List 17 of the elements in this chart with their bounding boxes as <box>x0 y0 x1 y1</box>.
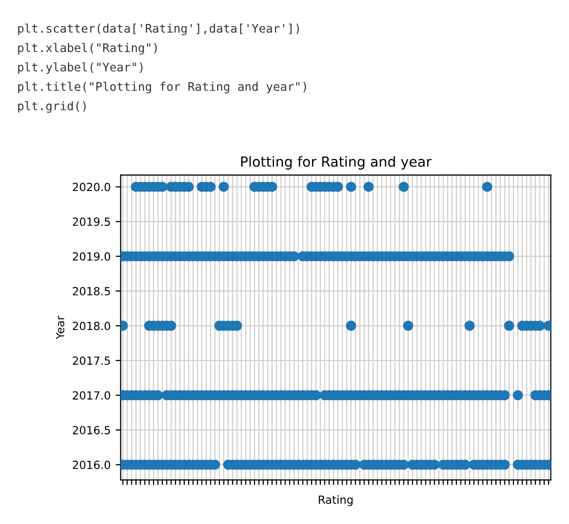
y-tick-label: 2016.5 <box>72 426 110 434</box>
text: plt.grid() <box>18 101 86 113</box>
text: plt.ylabel("Year") <box>18 62 143 74</box>
y-tick-label: 2020.0 <box>72 182 110 192</box>
y-tick-label: 2018.0 <box>72 322 110 330</box>
chart-title: Plotting for Rating and year <box>241 156 432 170</box>
y-axis-title: Year <box>56 316 64 340</box>
text: plt.scatter(data['Rating'],data['Year']) <box>18 24 299 36</box>
text: plt.title("Plotting for Rating and year") <box>18 82 306 94</box>
y-tick-label: 2018.5 <box>72 287 110 296</box>
y-tick-label: 2017.5 <box>72 356 110 365</box>
y-tick-label: 2017.0 <box>72 391 110 400</box>
x-axis-title: Rating <box>318 495 353 506</box>
y-tick-label: 2016.0 <box>72 460 110 470</box>
y-tick-label: 2019.5 <box>72 218 110 226</box>
text: plt.xlabel("Rating") <box>18 42 157 55</box>
y-tick-label: 2019.0 <box>72 252 110 261</box>
